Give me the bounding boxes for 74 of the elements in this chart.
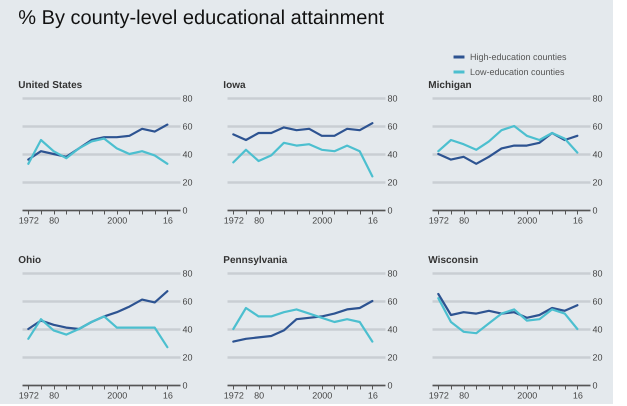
y-tick-label: 60 [182, 122, 193, 132]
y-tick-label: 80 [592, 94, 603, 104]
line-series [232, 122, 374, 142]
x-tick-label: 16 [368, 390, 378, 400]
chart-title: Wisconsin [428, 255, 478, 266]
x-tick-label: 1972 [428, 216, 449, 226]
x-tick-label: 80 [254, 216, 264, 226]
line-series [27, 138, 168, 165]
x-tick-label: 16 [162, 390, 173, 400]
line-series [437, 297, 578, 334]
x-tick-label: 80 [49, 390, 60, 400]
y-tick-label: 80 [388, 94, 398, 104]
y-tick-label: 40 [388, 324, 398, 334]
y-tick-label: 80 [592, 268, 603, 278]
x-tick-label: 16 [572, 216, 583, 226]
y-tick-label: 0 [388, 380, 393, 390]
line-series [437, 292, 578, 319]
y-tick-label: 60 [388, 296, 398, 306]
line-series [437, 124, 578, 154]
chart-title: Michigan [428, 80, 472, 91]
line-series [437, 132, 578, 165]
legend-label: Low-education counties [470, 67, 566, 77]
y-tick-label: 80 [182, 268, 193, 278]
chart-title: Pennsylvania [223, 255, 288, 266]
x-tick-label: 16 [162, 216, 173, 226]
x-tick-label: 80 [49, 216, 60, 226]
x-tick-label: 80 [459, 216, 470, 226]
y-tick-label: 0 [388, 206, 393, 216]
x-tick-label: 16 [368, 216, 378, 226]
chart-title: Iowa [223, 80, 246, 91]
y-tick-label: 60 [592, 296, 603, 306]
y-tick-label: 60 [182, 296, 193, 306]
y-tick-label: 0 [182, 206, 188, 216]
line-series [232, 306, 374, 343]
x-tick-label: 2000 [312, 216, 332, 226]
x-tick-label: 1972 [428, 390, 449, 400]
x-tick-label: 2000 [517, 390, 538, 400]
y-tick-label: 20 [182, 352, 193, 362]
x-tick-label: 80 [459, 390, 470, 400]
y-tick-label: 80 [388, 268, 398, 278]
x-tick-label: 80 [254, 390, 264, 400]
legend-label: High-education counties [470, 52, 568, 62]
y-tick-label: 20 [592, 178, 603, 188]
y-tick-label: 0 [182, 380, 188, 390]
y-tick-label: 40 [592, 324, 603, 334]
y-tick-label: 40 [182, 150, 193, 160]
y-tick-label: 60 [592, 122, 603, 132]
y-tick-label: 80 [182, 94, 193, 104]
y-tick-label: 20 [388, 352, 398, 362]
y-tick-label: 40 [592, 150, 603, 160]
line-series [27, 124, 168, 161]
x-tick-label: 2000 [107, 390, 128, 400]
x-tick-label: 2000 [312, 390, 332, 400]
y-tick-label: 0 [592, 380, 598, 390]
x-tick-label: 1972 [224, 390, 244, 400]
x-tick-label: 2000 [517, 216, 538, 226]
x-tick-label: 2000 [107, 216, 128, 226]
x-tick-label: 1972 [18, 390, 39, 400]
line-series [232, 300, 374, 343]
y-tick-label: 40 [182, 324, 193, 334]
x-tick-label: 16 [572, 390, 583, 400]
text: % By county-level educational attainment [18, 7, 385, 29]
y-tick-label: 20 [182, 178, 193, 188]
y-tick-label: 20 [388, 178, 398, 188]
line-series [232, 142, 374, 178]
y-tick-label: 20 [592, 352, 603, 362]
line-series [27, 315, 168, 348]
x-tick-label: 1972 [18, 216, 39, 226]
y-tick-label: 60 [388, 122, 398, 132]
y-tick-label: 0 [592, 206, 598, 216]
y-tick-label: 40 [388, 150, 398, 160]
chart-title: United States [18, 80, 83, 91]
chart-title: Ohio [18, 255, 42, 266]
x-tick-label: 1972 [224, 216, 244, 226]
